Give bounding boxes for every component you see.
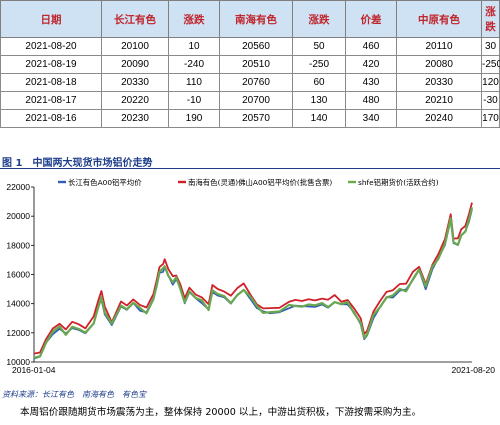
table-row: 2021-08-17 20220 -10 20700 130 480 20210 -30 xyxy=(0,91,500,110)
table-cell: 20080 xyxy=(396,55,482,74)
table-cell: 60 xyxy=(292,73,346,92)
y-tick-label: 18000 xyxy=(6,240,30,250)
table-header-row: 日期 长江有色 涨跌 南海有色 涨跌 价差 中原有色 涨跌 xyxy=(0,0,500,38)
table-cell: 20240 xyxy=(396,109,482,128)
table-cell: 20330 xyxy=(396,73,482,92)
source-label: 资料来源： xyxy=(2,390,42,399)
table-row: 2021-08-20 20100 10 20560 50 460 20110 30 xyxy=(0,37,500,56)
y-tick-label: 12000 xyxy=(6,328,30,338)
table-body: 2021-08-20 20100 10 20560 50 460 20110 30 2021-0… xyxy=(0,37,500,128)
source-item: 有色宝 xyxy=(122,390,146,399)
table-cell: 20110 xyxy=(396,37,482,56)
table-cell: 20220 xyxy=(101,91,169,110)
table-cell: 20330 xyxy=(101,73,169,92)
table-cell: -30 xyxy=(481,91,500,110)
table-cell: 20090 xyxy=(101,55,169,74)
table-cell: 2021-08-16 xyxy=(0,109,102,128)
source-item: 长江有色 xyxy=(42,390,74,399)
y-tick-label: 22000 xyxy=(6,182,30,192)
table-cell: 20210 xyxy=(396,91,482,110)
table-cell: 170 xyxy=(481,109,500,128)
y-tick-label: 20000 xyxy=(6,211,30,221)
table-cell: 20230 xyxy=(101,109,169,128)
legend-label: 南海有色(灵通)佛山A00铝平均价(批售含票) xyxy=(188,178,332,187)
table-cell: 2021-08-17 xyxy=(0,91,102,110)
price-table: 日期 长江有色 涨跌 南海有色 涨跌 价差 中原有色 涨跌 2021-08-20… xyxy=(0,0,500,128)
table-cell: 2021-08-18 xyxy=(0,73,102,92)
table-cell: 30 xyxy=(481,37,500,56)
market-commentary: 本周铝价跟随期货市场震荡为主，整体保持 20000 以上，中游出货积极，下游按需… xyxy=(20,407,422,418)
table-cell: 2021-08-20 xyxy=(0,37,102,56)
table-cell: 420 xyxy=(345,55,397,74)
source-note: 资料来源：长江有色 南海有色 有色宝 xyxy=(2,389,154,400)
table-cell: -250 xyxy=(292,55,346,74)
y-tick-label: 14000 xyxy=(6,299,30,309)
figure-number: 图 1 xyxy=(2,158,23,169)
source-item: 南海有色 xyxy=(82,390,114,399)
price-trend-chart: 10000 12000 14000 16000 18000 20000 22000 2016-… xyxy=(6,178,496,375)
y-tick-label: 16000 xyxy=(6,270,30,280)
table-cell: 20760 xyxy=(219,73,293,92)
series-line-2 xyxy=(33,202,473,355)
figure-title: 图 1 中国两大现货市场铝价走势 xyxy=(2,154,152,169)
header-zhongyuan: 中原有色 xyxy=(396,0,482,38)
table-cell: 20100 xyxy=(101,37,169,56)
table-cell: 130 xyxy=(292,91,346,110)
table-cell: 20570 xyxy=(219,109,293,128)
table-cell: -10 xyxy=(168,91,220,110)
table-cell: 110 xyxy=(168,73,220,92)
table-cell: 430 xyxy=(345,73,397,92)
table-row: 2021-08-16 20230 190 20570 140 340 20240 170 xyxy=(0,109,500,128)
header-spread: 价差 xyxy=(345,0,397,38)
table-row: 2021-08-18 20330 110 20760 60 430 20330 120 xyxy=(0,73,500,92)
table-cell: -250 xyxy=(481,55,500,74)
figure-title-rule xyxy=(0,168,500,169)
table-cell: 340 xyxy=(345,109,397,128)
header-change-3: 涨跌 xyxy=(481,0,500,38)
table-row: 2021-08-19 20090 -240 20510 -250 420 20080 -250 xyxy=(0,55,500,74)
table-cell: 460 xyxy=(345,37,397,56)
table-cell: -240 xyxy=(168,55,220,74)
y-tick-label: 10000 xyxy=(6,357,30,367)
table-cell: 120 xyxy=(481,73,500,92)
table-cell: 20510 xyxy=(219,55,293,74)
table-cell: 190 xyxy=(168,109,220,128)
x-tick-label-end: 2021-08-20 xyxy=(452,365,496,375)
table-cell: 50 xyxy=(292,37,346,56)
table-cell: 20700 xyxy=(219,91,293,110)
legend-label: shfe铝期货价(活跃合约) xyxy=(358,178,439,187)
legend-label: 长江有色A00铝平均价 xyxy=(68,178,142,187)
x-tick-label-start: 2016-01-04 xyxy=(12,365,56,375)
table-cell: 480 xyxy=(345,91,397,110)
header-date: 日期 xyxy=(0,0,102,38)
header-nanhai: 南海有色 xyxy=(219,0,293,38)
table-cell: 140 xyxy=(292,109,346,128)
series-line-3 xyxy=(33,207,474,359)
header-change-2: 涨跌 xyxy=(292,0,346,38)
figure-title-text: 中国两大现货市场铝价走势 xyxy=(32,158,153,169)
table-cell: 10 xyxy=(168,37,220,56)
header-change-1: 涨跌 xyxy=(168,0,220,38)
table-cell: 20560 xyxy=(219,37,293,56)
table-cell: 2021-08-19 xyxy=(0,55,102,74)
header-changjiang: 长江有色 xyxy=(101,0,169,38)
